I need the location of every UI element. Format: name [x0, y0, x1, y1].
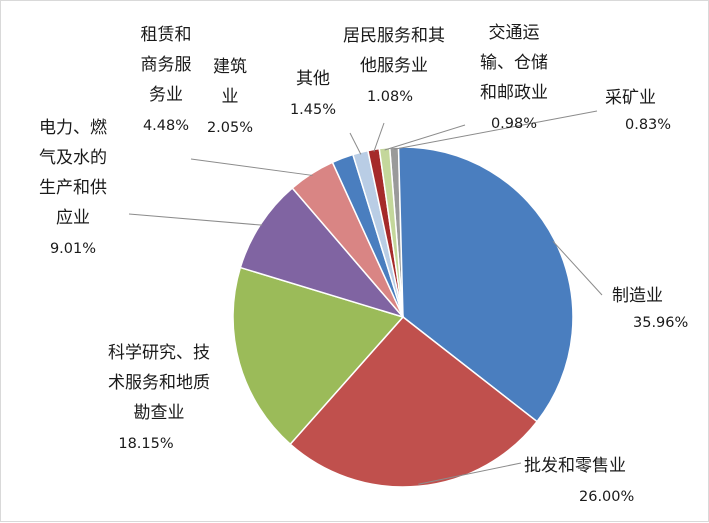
slice-label-text: 采矿业	[605, 88, 656, 108]
slice-label-text: 商务服	[141, 55, 192, 75]
slice-percent-label: 1.08%	[367, 89, 413, 105]
pie-slice	[239, 186, 406, 319]
slice-label-text: 建筑	[213, 57, 247, 77]
slice-label: 制造业 35.96%	[612, 286, 688, 331]
pie-slice	[289, 315, 539, 488]
leader-line	[552, 240, 603, 296]
slice-percent-label: 26.00%	[579, 489, 634, 505]
slice-percent-label: 9.01%	[50, 241, 96, 257]
leader-line	[418, 462, 522, 485]
slice-label: 采矿业 0.83%	[605, 88, 671, 133]
slice-label: 建筑业 2.05%	[207, 57, 253, 136]
slice-label-text: 和邮政业	[480, 83, 548, 103]
slice-percent-label: 0.83%	[625, 117, 671, 133]
pie-slice	[232, 266, 405, 446]
leader-line	[384, 124, 466, 151]
slice-label-text: 气及水的	[39, 148, 107, 168]
slice-label-text: 制造业	[612, 286, 663, 306]
leader-line	[394, 110, 598, 150]
slice-label-text: 业	[222, 87, 239, 107]
slice-label-text: 勘查业	[134, 403, 185, 423]
slice-label-text: 务业	[149, 85, 183, 105]
slice-label-text: 其他	[296, 69, 330, 89]
slice-label-text: 生产和供	[39, 178, 107, 198]
pie-slice	[397, 146, 574, 423]
slice-label-text: 应业	[56, 208, 90, 228]
slice-label-text: 交通运	[489, 23, 540, 43]
slice-label-text: 输、仓储	[480, 53, 548, 73]
slice-label-text: 术服务和地质	[108, 373, 210, 393]
leader-line	[128, 213, 263, 226]
slice-label-text: 租赁和	[141, 25, 192, 45]
slice-percent-label: 1.45%	[290, 102, 336, 118]
slice-percent-label: 35.96%	[633, 315, 688, 331]
leader-line	[373, 122, 385, 152]
slice-percent-label: 2.05%	[207, 120, 253, 136]
slice-label-text: 居民服务和其	[343, 26, 445, 46]
slice-label-text: 电力、燃	[39, 118, 107, 138]
slice-percent-label: 4.48%	[143, 118, 189, 134]
slice-label-text: 批发和零售业	[524, 456, 626, 476]
slice-label-text: 科学研究、技	[108, 343, 210, 363]
leader-line	[349, 132, 362, 155]
slice-label-text: 他服务业	[360, 56, 428, 76]
slice-label: 批发和零售业 26.00%	[524, 456, 634, 505]
slice-percent-label: 0.98%	[491, 116, 537, 132]
leader-line	[190, 158, 313, 176]
slice-label: 其他 1.45%	[290, 69, 336, 118]
pie-slice	[378, 146, 404, 318]
slice-percent-label: 18.15%	[118, 436, 173, 452]
